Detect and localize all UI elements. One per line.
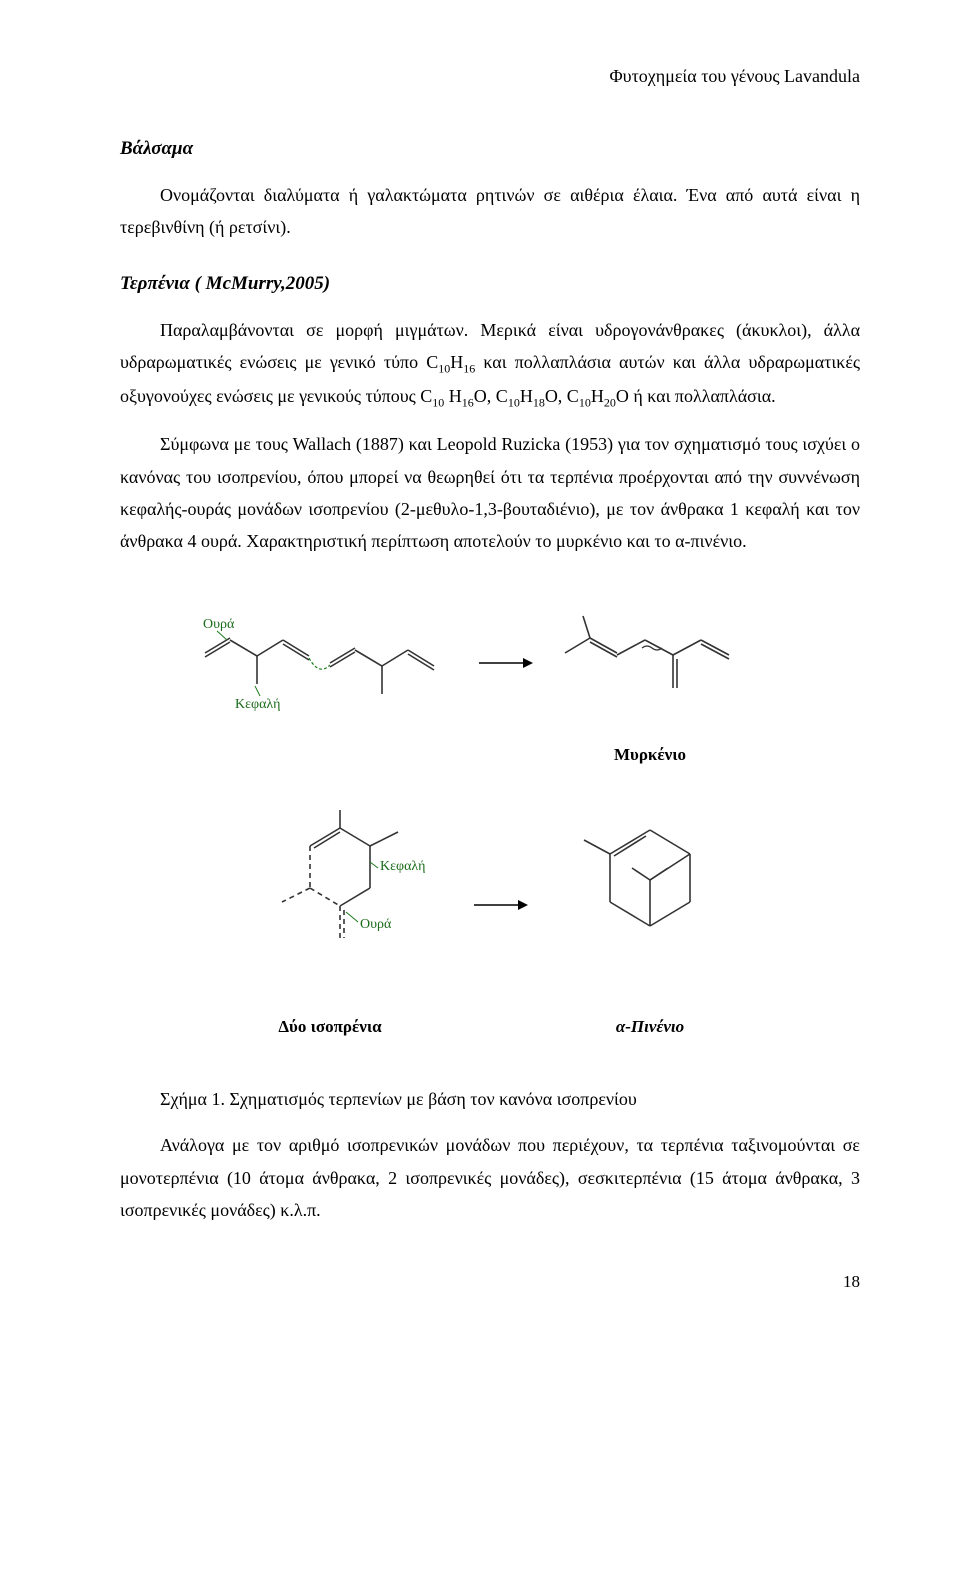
sub: 10	[432, 396, 444, 410]
section-title-balsama: Βάλσαμα	[120, 132, 860, 166]
label-kefali: Κεφαλή	[235, 697, 280, 712]
txt: H	[520, 386, 533, 406]
sub: 16	[462, 396, 474, 410]
sub: 10	[438, 362, 450, 376]
section-title-terpenia: Τερπένια ( McMurry,2005)	[120, 267, 860, 301]
figure-row-1-labels: . Μυρκένιο	[170, 740, 810, 771]
label-oura: Ουρά	[203, 617, 235, 632]
figure-1-caption: Σχήμα 1. Σχηματισμός τερπενίων με βάση τ…	[120, 1083, 860, 1115]
sub: 10	[508, 396, 520, 410]
txt: H	[591, 386, 604, 406]
two-isoprenes-structure: Κεφαλή Ουρά	[230, 810, 450, 1000]
running-header: Φυτοχημεία του γένους Lavandula	[120, 60, 860, 92]
txt: O ή και πολλαπλάσια.	[616, 386, 776, 406]
myrcene-structure	[555, 598, 785, 728]
sub: 16	[463, 362, 475, 376]
label-kefali-2: Κεφαλή	[380, 859, 425, 874]
a-pinene-structure	[550, 810, 750, 1000]
figure-row-1: Ουρά Κεφαλή	[170, 598, 810, 728]
after-figure-para: Ανάλογα με τον αριθμό ισοπρενικών μονάδω…	[120, 1129, 860, 1226]
txt: H	[450, 352, 463, 372]
terpenia-p2: Σύμφωνα με τους Wallach (1887) και Leopo…	[120, 428, 860, 558]
txt: O, C	[545, 386, 579, 406]
balsama-p1: Ονομάζονται διαλύματα ή γαλακτώματα ρητι…	[120, 179, 860, 244]
arrow-icon	[470, 890, 530, 920]
txt: O, C	[474, 386, 508, 406]
figure-1: Ουρά Κεφαλή	[170, 598, 810, 1043]
sub: 10	[579, 396, 591, 410]
figure-row-2-labels: Δύο ισοπρένια α-Πινένιο	[170, 1012, 810, 1043]
label-a-pinene: α-Πινένιο	[490, 1012, 810, 1043]
arrow-icon	[475, 648, 535, 678]
terpenia-p1: Παραλαμβάνονται σε μορφή μιγμάτων. Μερικ…	[120, 314, 860, 415]
isoprene-pair-head-tail: Ουρά Κεφαλή	[195, 598, 455, 728]
figure-row-2: Κεφαλή Ουρά	[170, 810, 810, 1000]
txt: H	[444, 386, 462, 406]
label-two-isoprenes: Δύο ισοπρένια	[170, 1012, 490, 1043]
sub: 20	[604, 396, 616, 410]
label-myrcene: Μυρκένιο	[490, 740, 810, 771]
sub: 18	[533, 396, 545, 410]
label-oura-2: Ουρά	[360, 917, 392, 932]
page-number: 18	[120, 1267, 860, 1298]
